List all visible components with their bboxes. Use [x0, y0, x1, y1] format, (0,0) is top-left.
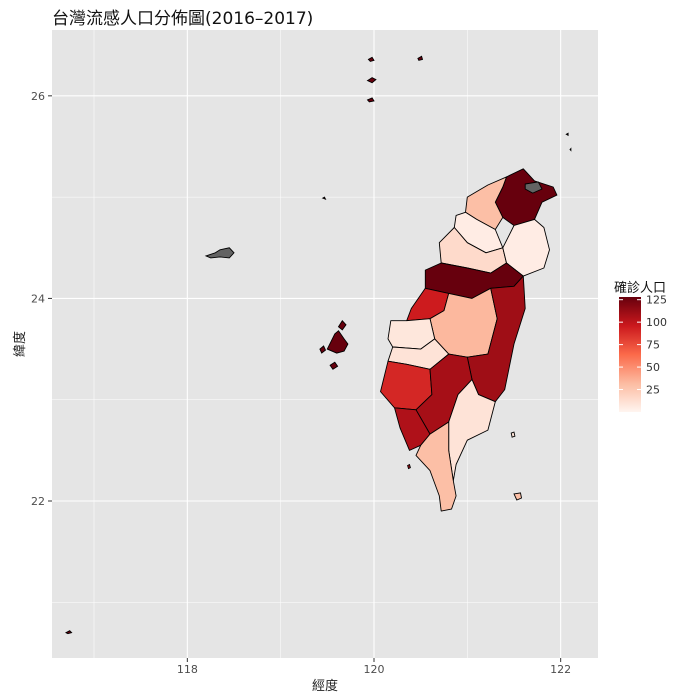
island-matsu-3 — [366, 97, 375, 103]
color-legend: 25 50 75 100 125 — [619, 294, 667, 412]
island-liuqiu — [407, 463, 411, 470]
x-tick-label: 122 — [550, 663, 571, 676]
island-penghu-main — [326, 330, 349, 354]
legend-break-label: 100 — [646, 316, 667, 329]
island-orchid-island — [513, 492, 523, 501]
island-matsu-4 — [417, 55, 424, 61]
region-keelung — [524, 181, 543, 194]
legend-ticks: 25 50 75 100 125 — [619, 294, 667, 397]
island-green-island — [510, 431, 516, 438]
x-axis-title: 經度 — [312, 678, 338, 694]
island-kinmen — [204, 247, 235, 259]
x-axis-ticks: 118 120 122 — [177, 658, 571, 676]
y-tick-label: 26 — [31, 90, 45, 103]
island-penghu-west — [319, 345, 327, 354]
x-tick-label: 120 — [364, 663, 385, 676]
legend-break-label: 125 — [646, 294, 667, 307]
plot-panel — [52, 30, 598, 658]
island-pengjia — [565, 132, 569, 137]
outlying-islands — [65, 55, 572, 635]
island-wuqiu — [321, 196, 327, 201]
legend-break-label: 75 — [646, 339, 660, 352]
legend-break-label: 25 — [646, 384, 660, 397]
y-tick-label: 24 — [31, 292, 45, 305]
legend-title: 確診人口 — [614, 281, 667, 296]
y-axis-title: 緯度 — [12, 331, 28, 357]
island-matsu-1 — [366, 77, 377, 84]
y-axis-ticks: 22 24 26 — [31, 90, 52, 508]
x-tick-label: 118 — [177, 663, 198, 676]
island-matsu-2 — [367, 56, 375, 62]
legend-colorbar — [619, 297, 641, 412]
legend-break-label: 50 — [646, 361, 660, 374]
y-tick-label: 22 — [31, 495, 45, 508]
island-mianhua — [569, 147, 572, 152]
island-penghu-south — [329, 361, 339, 370]
region-pingtung — [415, 421, 457, 512]
county-regions — [380, 168, 558, 512]
chart-title: 台灣流感人口分佈圖(2016–2017) — [52, 9, 314, 29]
island-penghu-north — [337, 319, 347, 331]
island-dongsha — [65, 630, 73, 635]
